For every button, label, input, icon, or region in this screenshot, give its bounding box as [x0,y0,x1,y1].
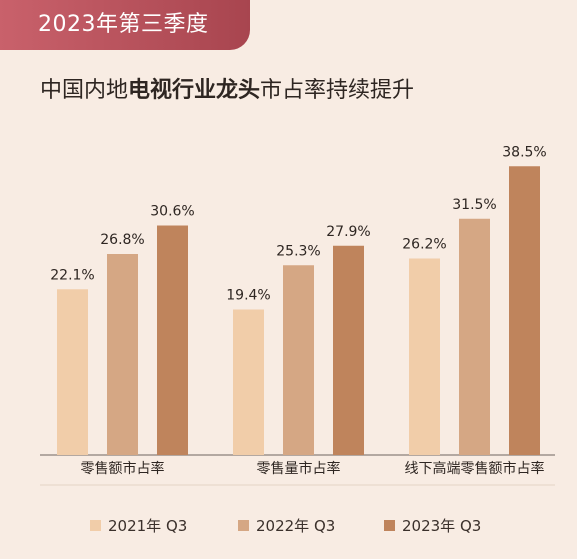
legend-label: 2021年 Q3 [108,516,188,535]
data-label: 26.8% [100,232,144,248]
category-label: 零售额市占率 [81,460,165,477]
bar-chart: 22.1% 26.8% 30.6% 零售额市占率 19.4% 25.3% 27.9% 零售量市… [40,144,555,486]
bar [459,218,490,455]
legend-item: 2022年 Q3 [238,510,335,540]
page-title: 中国内地电视行业龙头市占率持续提升 [40,72,414,104]
bar [233,309,264,455]
chart-legend: 2021年 Q3 2022年 Q3 2023年 Q3 [0,510,577,540]
legend-swatch [384,519,395,531]
title-prefix: 中国内地 [40,78,129,103]
legend-label: 2023年 Q3 [402,516,482,535]
data-label: 38.5% [502,144,546,160]
data-label: 25.3% [276,243,320,259]
category-label: 零售量市占率 [257,460,341,477]
bar [333,245,364,455]
legend-swatch [90,519,101,531]
category-label: 线下高端零售额市占率 [405,460,545,477]
bar [157,225,188,455]
title-suffix: 市占率持续提升 [260,78,415,103]
data-label: 27.9% [326,224,370,240]
legend-item: 2023年 Q3 [384,510,481,540]
bar [57,289,88,455]
title-highlight: 电视行业龙头 [128,78,261,103]
data-label: 31.5% [452,197,496,213]
legend-item: 2021年 Q3 [90,510,187,540]
bar [107,254,138,455]
quarter-badge: 2023年第三季度 [0,0,250,50]
data-label: 30.6% [150,204,194,220]
data-label: 19.4% [226,288,270,304]
legend-label: 2022年 Q3 [256,516,336,535]
bar [283,265,314,455]
legend-swatch [238,519,249,531]
data-label: 26.2% [402,237,446,253]
bar [509,166,540,455]
data-label: 22.1% [50,267,94,283]
bar [409,258,440,455]
